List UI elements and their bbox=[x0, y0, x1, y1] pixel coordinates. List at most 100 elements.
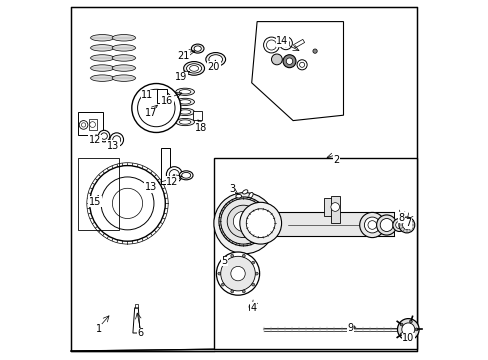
Circle shape bbox=[246, 209, 275, 238]
Circle shape bbox=[376, 215, 396, 235]
Text: 19: 19 bbox=[175, 72, 187, 82]
Text: 11: 11 bbox=[141, 90, 153, 100]
Circle shape bbox=[239, 202, 281, 244]
Circle shape bbox=[152, 113, 160, 121]
Ellipse shape bbox=[90, 45, 114, 51]
Polygon shape bbox=[133, 308, 140, 333]
Circle shape bbox=[399, 323, 402, 326]
Bar bbox=[323, 198, 334, 216]
Ellipse shape bbox=[205, 53, 225, 66]
Text: 8: 8 bbox=[397, 213, 404, 223]
Circle shape bbox=[89, 122, 95, 127]
Ellipse shape bbox=[175, 118, 194, 126]
Circle shape bbox=[220, 256, 255, 291]
Ellipse shape bbox=[248, 193, 253, 198]
Text: 14: 14 bbox=[276, 36, 288, 46]
Circle shape bbox=[271, 54, 282, 65]
Text: 13: 13 bbox=[107, 141, 119, 151]
Circle shape bbox=[112, 188, 142, 219]
Circle shape bbox=[283, 55, 295, 68]
Circle shape bbox=[233, 211, 253, 231]
Circle shape bbox=[152, 95, 160, 103]
Circle shape bbox=[166, 167, 182, 183]
Ellipse shape bbox=[90, 75, 114, 81]
Ellipse shape bbox=[112, 65, 135, 71]
Circle shape bbox=[81, 123, 85, 127]
Circle shape bbox=[296, 60, 306, 70]
Circle shape bbox=[110, 133, 123, 147]
Circle shape bbox=[401, 323, 414, 336]
Circle shape bbox=[162, 104, 168, 112]
Circle shape bbox=[255, 272, 258, 275]
Circle shape bbox=[101, 177, 154, 230]
Ellipse shape bbox=[179, 110, 190, 114]
Circle shape bbox=[251, 261, 254, 264]
Circle shape bbox=[230, 255, 233, 257]
Ellipse shape bbox=[175, 88, 194, 95]
Circle shape bbox=[251, 283, 254, 286]
Text: 3: 3 bbox=[228, 184, 234, 194]
Ellipse shape bbox=[186, 64, 201, 73]
Text: 20: 20 bbox=[207, 62, 220, 72]
Circle shape bbox=[402, 221, 410, 229]
Ellipse shape bbox=[194, 46, 201, 51]
Circle shape bbox=[98, 130, 110, 142]
Circle shape bbox=[143, 104, 151, 112]
Circle shape bbox=[218, 272, 220, 275]
Ellipse shape bbox=[235, 194, 241, 198]
Circle shape bbox=[221, 283, 224, 286]
Text: 18: 18 bbox=[195, 123, 207, 133]
Circle shape bbox=[79, 121, 88, 129]
Circle shape bbox=[408, 320, 411, 323]
Text: 2: 2 bbox=[332, 155, 339, 165]
Circle shape bbox=[285, 58, 292, 64]
Circle shape bbox=[113, 136, 121, 144]
Ellipse shape bbox=[175, 108, 194, 116]
Ellipse shape bbox=[90, 35, 114, 41]
Circle shape bbox=[89, 166, 165, 241]
Circle shape bbox=[87, 163, 168, 244]
Circle shape bbox=[398, 217, 414, 233]
Circle shape bbox=[408, 336, 411, 339]
Ellipse shape bbox=[90, 55, 114, 61]
Circle shape bbox=[148, 100, 164, 116]
Circle shape bbox=[227, 205, 259, 238]
Circle shape bbox=[266, 40, 276, 50]
Ellipse shape bbox=[179, 120, 190, 124]
Circle shape bbox=[282, 40, 289, 47]
Text: 1: 1 bbox=[96, 324, 102, 334]
Circle shape bbox=[132, 84, 181, 132]
Circle shape bbox=[242, 255, 245, 257]
Bar bbox=[293, 39, 304, 48]
Ellipse shape bbox=[112, 55, 135, 61]
Bar bbox=[157, 89, 167, 103]
Bar bbox=[78, 112, 103, 135]
Text: 12: 12 bbox=[89, 135, 101, 145]
Circle shape bbox=[299, 62, 304, 67]
Circle shape bbox=[312, 49, 317, 53]
Ellipse shape bbox=[191, 44, 203, 53]
Bar bbox=[135, 304, 138, 308]
Text: 9: 9 bbox=[347, 323, 353, 333]
Circle shape bbox=[380, 219, 392, 231]
Circle shape bbox=[230, 290, 233, 293]
Circle shape bbox=[392, 219, 405, 231]
Ellipse shape bbox=[112, 75, 135, 81]
Text: 4: 4 bbox=[250, 303, 256, 313]
Text: 10: 10 bbox=[401, 333, 413, 343]
Circle shape bbox=[152, 104, 160, 112]
Text: 21: 21 bbox=[177, 51, 189, 61]
Circle shape bbox=[169, 170, 179, 180]
Circle shape bbox=[219, 197, 267, 246]
Circle shape bbox=[230, 266, 244, 281]
Ellipse shape bbox=[189, 66, 198, 71]
Bar bbox=[264, 212, 393, 236]
Bar bbox=[88, 119, 96, 130]
Polygon shape bbox=[251, 22, 343, 121]
Ellipse shape bbox=[90, 65, 114, 71]
Bar bbox=[213, 158, 416, 349]
Text: 16: 16 bbox=[161, 96, 173, 106]
Ellipse shape bbox=[179, 171, 193, 180]
Circle shape bbox=[364, 217, 380, 233]
Circle shape bbox=[213, 193, 275, 254]
